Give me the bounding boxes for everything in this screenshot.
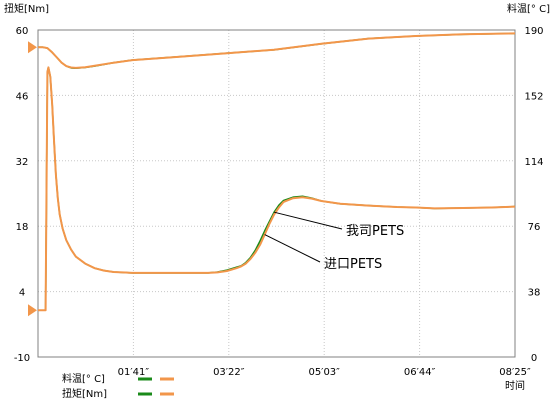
- right-tick-label: 114: [524, 157, 543, 168]
- right-tick-label: 38: [528, 288, 541, 299]
- start-marker-temp: [28, 41, 37, 54]
- x-tick-label: 03′22″: [213, 367, 245, 378]
- x-tick-label: 08′25″: [499, 367, 531, 378]
- right-tick-label: 76: [528, 222, 541, 233]
- left-axis-label: 扭矩[Nm]: [4, 2, 49, 15]
- left-tick-label: 46: [16, 91, 29, 102]
- series-line-1: [38, 32, 516, 69]
- right-tick-label: 152: [524, 91, 543, 102]
- annotation-leader-imported: [264, 234, 321, 263]
- label-layer: 60 190 46 152 32 114 18 76 4 38 -10 0 01′41″ 03′22″ 05…: [14, 26, 544, 396]
- right-tick-label: 190: [524, 26, 543, 37]
- legend-label-torque: 扭矩[Nm]: [62, 387, 107, 400]
- x-tick-label: 01′41″: [118, 367, 150, 378]
- annotation-ours: 我司PETS: [346, 224, 404, 239]
- plot-frame: [37, 29, 516, 358]
- grid-layer: [38, 30, 515, 357]
- left-tick-label: 32: [16, 157, 29, 168]
- left-tick-label: 60: [16, 26, 29, 37]
- legend-label-temp: 料温[° C]: [62, 372, 105, 385]
- series-layer: [28, 32, 516, 317]
- x-tick-label: 06′44″: [404, 367, 436, 378]
- x-axis-label: 时间: [505, 379, 525, 392]
- series-line-3: [38, 66, 516, 312]
- left-tick-label: 4: [19, 288, 25, 299]
- annotation-leader-ours: [274, 211, 343, 230]
- right-axis-label: 料温[° C]: [507, 2, 550, 15]
- left-tick-label: 18: [16, 222, 29, 233]
- x-tick-label: 05′03″: [308, 367, 340, 378]
- right-tick-label: 0: [531, 353, 537, 364]
- annotation-imported: 进口PETS: [324, 257, 382, 272]
- series-line-2: [44, 66, 516, 311]
- start-marker-torque: [28, 304, 37, 317]
- left-tick-label: -10: [14, 353, 30, 364]
